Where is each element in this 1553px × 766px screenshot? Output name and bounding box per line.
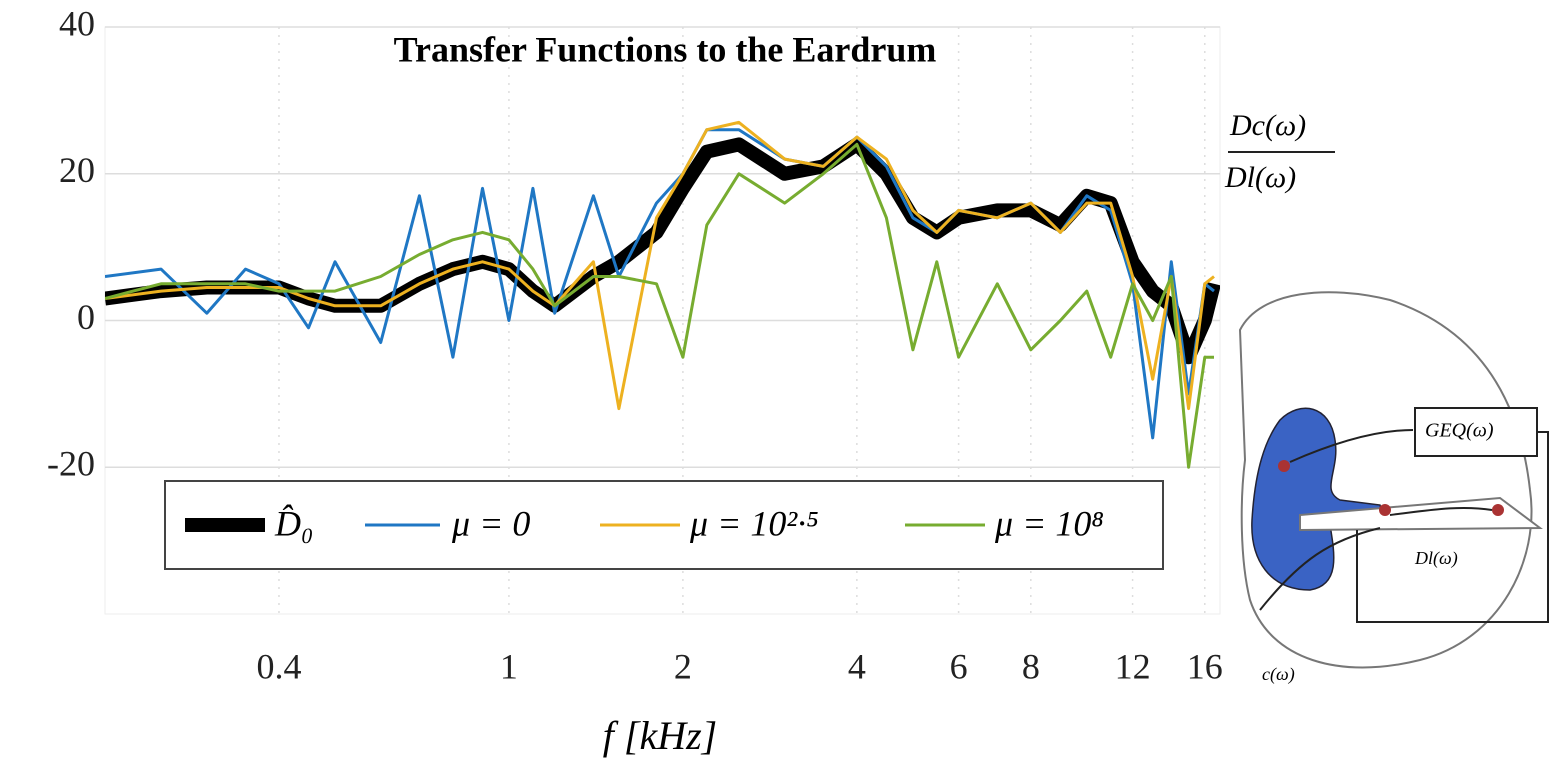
legend-label: μ = 10²·⁵: [689, 503, 819, 543]
arrow: [1289, 429, 1414, 463]
chart-title: Transfer Functions to the Eardrum: [394, 29, 937, 69]
diagram-label: c(ω): [1262, 664, 1295, 685]
y-tick-label: 20: [59, 150, 95, 190]
arrow: [1259, 527, 1381, 611]
diagram-label: Dc(ω): [1229, 109, 1306, 142]
diagram-label: GEQ(ω): [1425, 420, 1494, 442]
arrow: [1389, 506, 1493, 516]
earpiece: [1251, 407, 1386, 591]
x-tick-label: 2: [674, 646, 692, 686]
legend-label: μ = 10⁸: [994, 503, 1104, 543]
series-line: [105, 128, 1215, 440]
legend-label: μ = 0: [451, 503, 530, 543]
x-tick-label: 1: [500, 646, 518, 686]
x-tick-label: 16: [1187, 646, 1223, 686]
legend-entries: D̂₀ μ = 0 μ = 10²·⁵ μ = 10⁸: [185, 503, 1104, 543]
x-tick-label: 4: [848, 646, 866, 686]
diagram-label: Dl(ω): [1414, 548, 1458, 569]
y-tick-label: -20: [47, 444, 95, 484]
eardrum-point: [1492, 504, 1504, 516]
connector: [1356, 431, 1549, 623]
series-line: [105, 142, 1214, 469]
mic-point: [1379, 504, 1391, 516]
lines: [105, 120, 1220, 469]
y-tick-label: 40: [59, 3, 95, 43]
diagram-label: Dl(ω): [1224, 161, 1296, 194]
ear-diagram: Dc(ω) Dl(ω) GEQ(ω) Dl(ω) c(ω): [1224, 109, 1549, 685]
legend-label: D̂₀: [274, 503, 314, 543]
x-tick-label: 12: [1115, 646, 1151, 686]
eq-box: [1414, 407, 1538, 457]
mic-point: [1278, 460, 1290, 472]
x-tick-label: 6: [950, 646, 968, 686]
y-tick-label: 0: [77, 297, 95, 337]
series-line: [105, 120, 1215, 411]
x-axis-label: f [kHz]: [603, 713, 717, 758]
ear-canal: [1299, 496, 1543, 532]
x-tick-label: 8: [1022, 646, 1040, 686]
x-tick-label: 0.4: [256, 646, 301, 686]
